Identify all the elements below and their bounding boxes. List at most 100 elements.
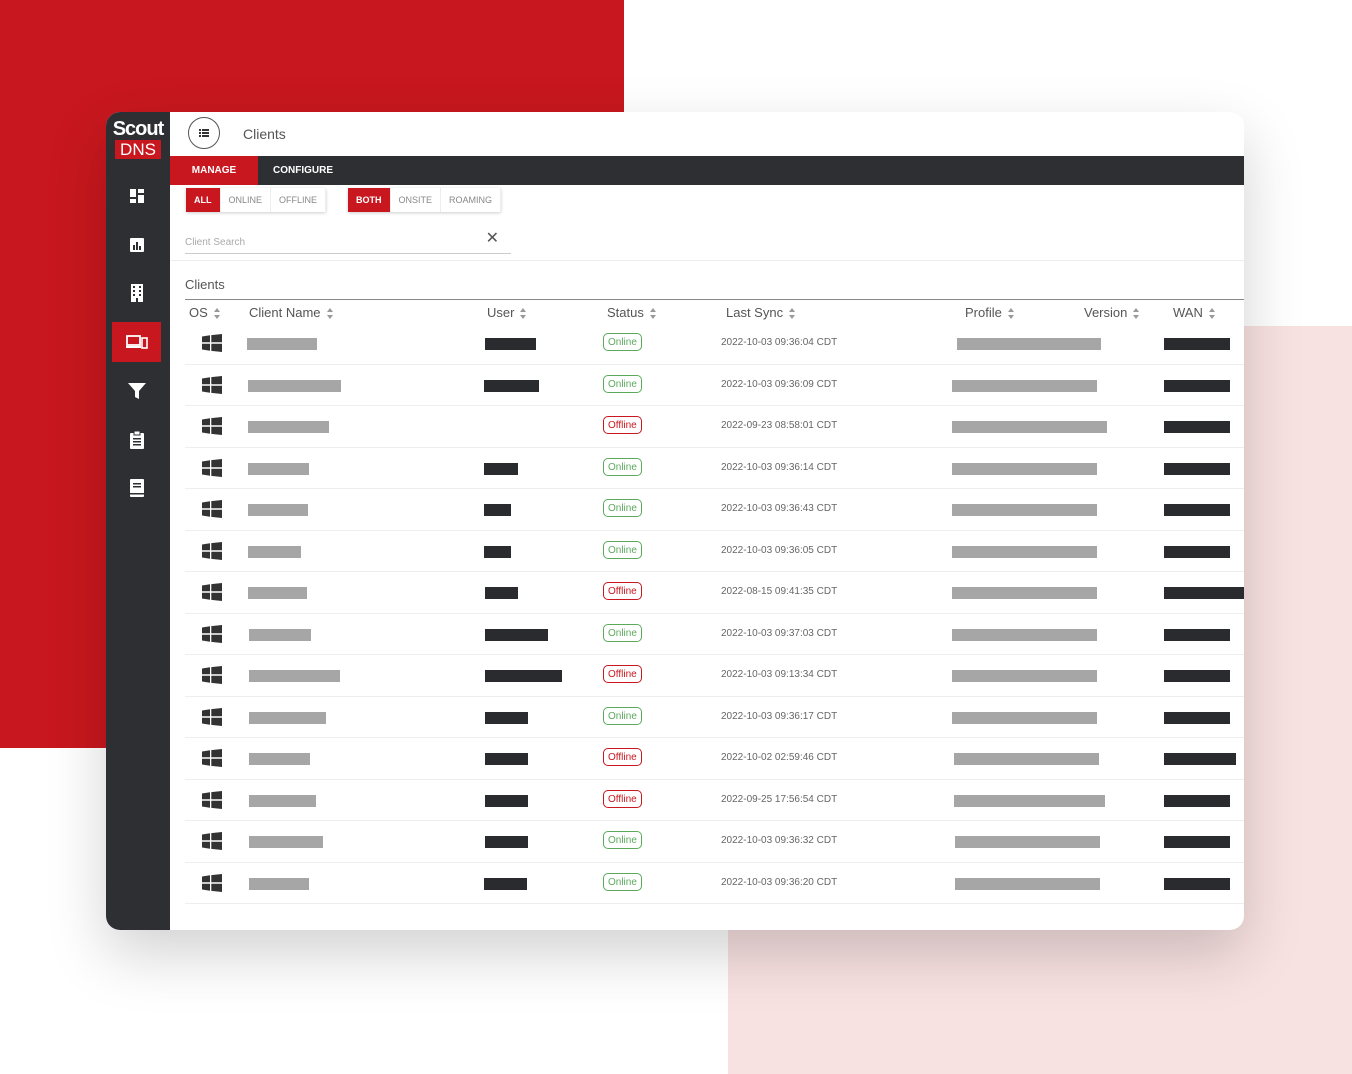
profile-redacted	[952, 504, 1097, 516]
dashboard-icon	[129, 189, 144, 203]
table-row[interactable]: Offline 2022-08-15 09:41:35 CDT	[185, 572, 1244, 614]
column-header-os[interactable]: OS	[189, 305, 221, 320]
client-search-input[interactable]	[185, 231, 475, 253]
windows-icon	[202, 707, 222, 726]
last-sync-value: 2022-10-02 02:59:46 CDT	[721, 752, 838, 763]
last-sync-value: 2022-10-03 09:36:05 CDT	[721, 544, 838, 556]
table-row[interactable]: Offline 2022-09-25 17:56:54 CDT	[185, 780, 1244, 821]
column-header-wan[interactable]: WAN	[1173, 305, 1216, 320]
sidebar-item-docs[interactable]	[112, 468, 161, 508]
windows-icon	[202, 334, 222, 352]
windows-icon	[202, 541, 222, 560]
user-redacted	[484, 877, 527, 890]
table-row[interactable]: Online 2022-10-03 09:37:03 CDT	[185, 614, 1244, 655]
windows-icon	[202, 417, 222, 435]
filter-roaming-button[interactable]: ROAMING	[441, 188, 502, 212]
list-menu-icon	[199, 129, 209, 137]
table-row[interactable]: Online 2022-10-03 09:36:20 CDT	[185, 863, 1244, 904]
last-sync-value: 2022-10-03 09:36:04 CDT	[721, 337, 838, 348]
client-name-redacted	[248, 462, 309, 475]
column-header-client-name[interactable]: Client Name	[249, 305, 334, 320]
last-sync-value: 2022-10-03 09:36:17 CDT	[721, 710, 838, 722]
user-redacted	[485, 794, 528, 807]
table-row[interactable]: Online 2022-10-03 09:36:43 CDT	[185, 489, 1244, 531]
filter-all-button[interactable]: ALL	[186, 188, 221, 212]
last-sync-value: 2022-10-03 09:13:34 CDT	[721, 669, 838, 680]
filter-both-button[interactable]: BOTH	[348, 188, 391, 212]
column-header-label: OS	[189, 305, 208, 320]
column-header-label: WAN	[1173, 305, 1203, 320]
client-name-redacted	[249, 628, 311, 641]
logo[interactable]: Scout DNS	[106, 118, 170, 160]
last-sync-value: 2022-10-03 09:36:14 CDT	[721, 461, 838, 473]
column-header-label: Last Sync	[726, 305, 784, 320]
location-filter-group: BOTH ONSITE ROAMING	[348, 188, 502, 212]
table-row[interactable]: Online 2022-10-03 09:36:05 CDT	[185, 531, 1244, 572]
column-header-user[interactable]: User	[487, 305, 527, 320]
user-redacted	[485, 836, 528, 848]
book-icon	[129, 479, 144, 497]
windows-icon	[202, 375, 222, 394]
bar-chart-icon	[129, 238, 144, 252]
table-row[interactable]: Online 2022-10-03 09:36:17 CDT	[185, 697, 1244, 738]
status-badge: Offline	[603, 665, 642, 683]
sidebar-item-clients[interactable]	[112, 322, 161, 362]
table-row[interactable]: Online 2022-10-03 09:36:14 CDT	[185, 448, 1244, 489]
column-header-version[interactable]: Version	[1084, 305, 1140, 320]
main-content: Clients MANAGE CONFIGURE ALL ONLINE OFFL…	[170, 112, 1244, 930]
windows-icon	[202, 458, 222, 477]
profile-redacted	[952, 421, 1107, 433]
status-badge: Online	[603, 706, 642, 725]
status-badge: Online	[603, 333, 642, 351]
table-row[interactable]: Online 2022-10-03 09:36:04 CDT	[185, 323, 1244, 365]
table-row[interactable]: Offline 2022-10-02 02:59:46 CDT	[185, 738, 1244, 780]
column-header-label: User	[487, 305, 515, 320]
profile-redacted	[952, 545, 1097, 558]
user-redacted	[485, 338, 536, 350]
sidebar-item-reports[interactable]	[112, 225, 161, 265]
wan-redacted	[1164, 670, 1230, 682]
sidebar-item-dashboard[interactable]	[112, 176, 161, 216]
client-name-redacted	[249, 711, 326, 724]
column-header-last-sync[interactable]: Last Sync	[726, 305, 796, 320]
client-name-redacted	[248, 379, 341, 392]
column-header-profile[interactable]: Profile	[965, 305, 1015, 320]
status-badge: Offline	[603, 748, 642, 766]
last-sync-value: 2022-10-03 09:37:03 CDT	[721, 627, 838, 639]
devices-icon	[125, 335, 148, 349]
building-icon	[130, 284, 143, 302]
table-row[interactable]: Online 2022-10-03 09:36:32 CDT	[185, 821, 1244, 863]
table-row[interactable]: Online 2022-10-03 09:36:09 CDT	[185, 365, 1244, 406]
logo-dns-text: DNS	[115, 140, 161, 159]
clear-search-icon[interactable]: ✕	[485, 230, 499, 247]
app-window: Scout DNS	[106, 112, 1244, 930]
top-bar: Clients	[170, 112, 1244, 156]
client-name-redacted	[248, 545, 301, 558]
status-badge: Online	[603, 540, 642, 559]
wan-redacted	[1164, 462, 1230, 475]
last-sync-value: 2022-10-03 09:36:20 CDT	[721, 876, 838, 888]
windows-icon	[202, 500, 222, 518]
filter-online-button[interactable]: ONLINE	[220, 188, 272, 212]
last-sync-value: 2022-09-25 17:56:54 CDT	[721, 793, 838, 805]
tab-manage[interactable]: MANAGE	[170, 156, 258, 185]
table-row[interactable]: Offline 2022-09-23 08:58:01 CDT	[185, 406, 1244, 448]
sidebar-item-logs[interactable]	[112, 420, 161, 460]
tab-configure[interactable]: CONFIGURE	[273, 165, 333, 176]
wan-redacted	[1164, 504, 1230, 516]
client-name-redacted	[248, 421, 329, 433]
client-name-redacted	[249, 670, 340, 682]
profile-redacted	[954, 753, 1099, 765]
filter-onsite-button[interactable]: ONSITE	[390, 188, 442, 212]
sidebar-item-sites[interactable]	[112, 273, 161, 313]
status-badge: Offline	[603, 582, 642, 600]
status-badge: Online	[603, 457, 642, 476]
table-row[interactable]: Offline 2022-10-03 09:13:34 CDT	[185, 655, 1244, 697]
menu-toggle-button[interactable]	[188, 117, 220, 149]
filter-offline-button[interactable]: OFFLINE	[271, 188, 327, 212]
user-redacted	[485, 628, 548, 641]
user-redacted	[485, 587, 518, 599]
column-header-status[interactable]: Status	[607, 305, 657, 320]
sidebar-item-filters[interactable]	[112, 371, 161, 411]
sort-icon	[1007, 307, 1015, 320]
